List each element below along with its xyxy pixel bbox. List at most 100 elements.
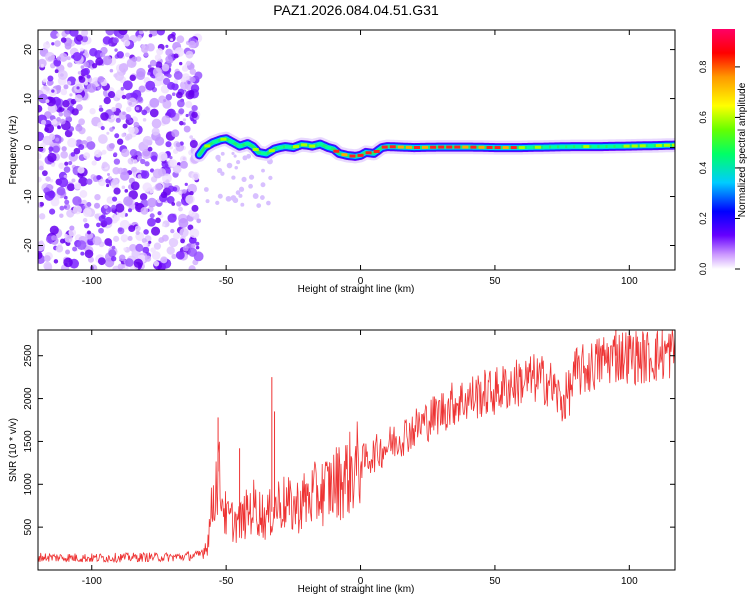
noise-blob: [139, 193, 148, 201]
noise-blob: [46, 96, 56, 107]
noise-blob: [143, 229, 149, 235]
trace-peak: [325, 146, 332, 150]
noise-blob: [170, 38, 174, 42]
noise-blob: [189, 76, 196, 83]
noise-blob: [76, 86, 80, 90]
noise-blob: [118, 111, 128, 120]
noise-blob: [191, 104, 198, 112]
trace-peak: [204, 144, 211, 148]
noise-blob: [155, 72, 164, 82]
trace-peak: [478, 145, 485, 149]
noise-blob: [150, 247, 156, 253]
noise-blob: [128, 225, 136, 233]
noise-blob: [53, 259, 59, 264]
trace-peak: [607, 144, 614, 148]
noise-blob: [98, 134, 108, 144]
bottom-y-tick-label: 2000: [23, 387, 34, 410]
noise-blob: [127, 97, 137, 108]
trace-peak: [252, 148, 259, 152]
noise-blob: [43, 261, 52, 270]
noise-blob: [40, 63, 45, 68]
noise-blob: [149, 97, 160, 108]
noise-blob: [189, 228, 200, 239]
noise-blob: [60, 151, 68, 159]
noise-blob: [118, 30, 128, 36]
noise-blob: [158, 151, 168, 162]
noise-speck: [217, 158, 221, 162]
noise-blob: [63, 195, 68, 200]
noise-blob: [123, 196, 133, 207]
trace-peak: [260, 151, 267, 155]
noise-blob: [85, 231, 94, 240]
noise-blob: [38, 58, 47, 68]
top-y-axis-label: Frequency (Hz): [8, 116, 19, 185]
noise-blob: [91, 62, 98, 69]
noise-blob: [97, 86, 101, 90]
noise-blob: [169, 159, 178, 167]
bottom-x-tick-label: 100: [621, 576, 638, 587]
noise-blob: [61, 146, 67, 152]
noise-blob: [144, 255, 152, 262]
noise-blob: [103, 204, 108, 209]
noise-blob: [179, 80, 189, 90]
trace-peak: [284, 145, 291, 149]
noise-blob: [120, 234, 129, 243]
noise-speck: [235, 190, 241, 195]
noise-blob: [143, 52, 149, 57]
noise-blob: [64, 234, 73, 243]
noise-blob: [86, 74, 91, 79]
noise-blob: [155, 61, 163, 69]
noise-blob: [81, 205, 86, 210]
noise-blob: [123, 247, 127, 251]
noise-blob: [63, 257, 73, 268]
noise-blob: [86, 178, 93, 185]
noise-blob: [70, 152, 76, 157]
noise-blob: [134, 202, 139, 207]
noise-blob: [96, 175, 102, 180]
trace-peak: [301, 143, 308, 147]
noise-blob: [147, 64, 152, 69]
noise-blob: [158, 237, 165, 244]
noise-blob: [141, 44, 146, 49]
noise-blob: [176, 99, 185, 108]
noise-blob: [171, 129, 180, 138]
noise-blob: [165, 55, 173, 64]
noise-blob: [56, 117, 61, 122]
noise-speck: [241, 176, 247, 182]
noise-blob: [125, 106, 132, 113]
noise-blob: [142, 135, 153, 146]
colorbar-tick-label: 0.8: [698, 61, 708, 74]
noise-speck: [233, 154, 237, 158]
trace-peak: [518, 146, 525, 150]
noise-blob: [100, 125, 105, 131]
bottom-y-tick-label: 2500: [23, 344, 34, 367]
trace-peak: [470, 145, 477, 149]
noise-blob: [67, 138, 77, 148]
trace-peak: [430, 145, 437, 149]
trace-peak: [542, 145, 549, 149]
trace-peak: [381, 145, 388, 149]
noise-blob: [178, 108, 185, 115]
noise-blob: [101, 161, 109, 168]
noise-blob: [69, 30, 79, 37]
noise-blob: [74, 94, 83, 103]
noise-blob: [63, 84, 69, 90]
noise-blob: [65, 249, 71, 255]
noise-blob: [149, 108, 159, 118]
noise-blob: [109, 127, 114, 132]
noise-blob: [38, 241, 46, 252]
noise-blob: [67, 62, 73, 68]
trace-peak: [454, 145, 461, 149]
noise-blob: [115, 203, 125, 213]
top-y-tick-label: 0: [23, 144, 34, 150]
noise-blob: [148, 240, 152, 244]
noise-blob: [49, 179, 54, 183]
bottom-x-axis: -100 -50 0 50 100: [82, 330, 638, 587]
noise-blob: [84, 81, 88, 86]
noise-blob: [110, 114, 115, 120]
noise-blob: [51, 235, 57, 241]
noise-speck: [266, 200, 271, 206]
noise-blob: [60, 37, 67, 43]
noise-blob: [185, 101, 193, 109]
noise-blob: [115, 117, 121, 123]
